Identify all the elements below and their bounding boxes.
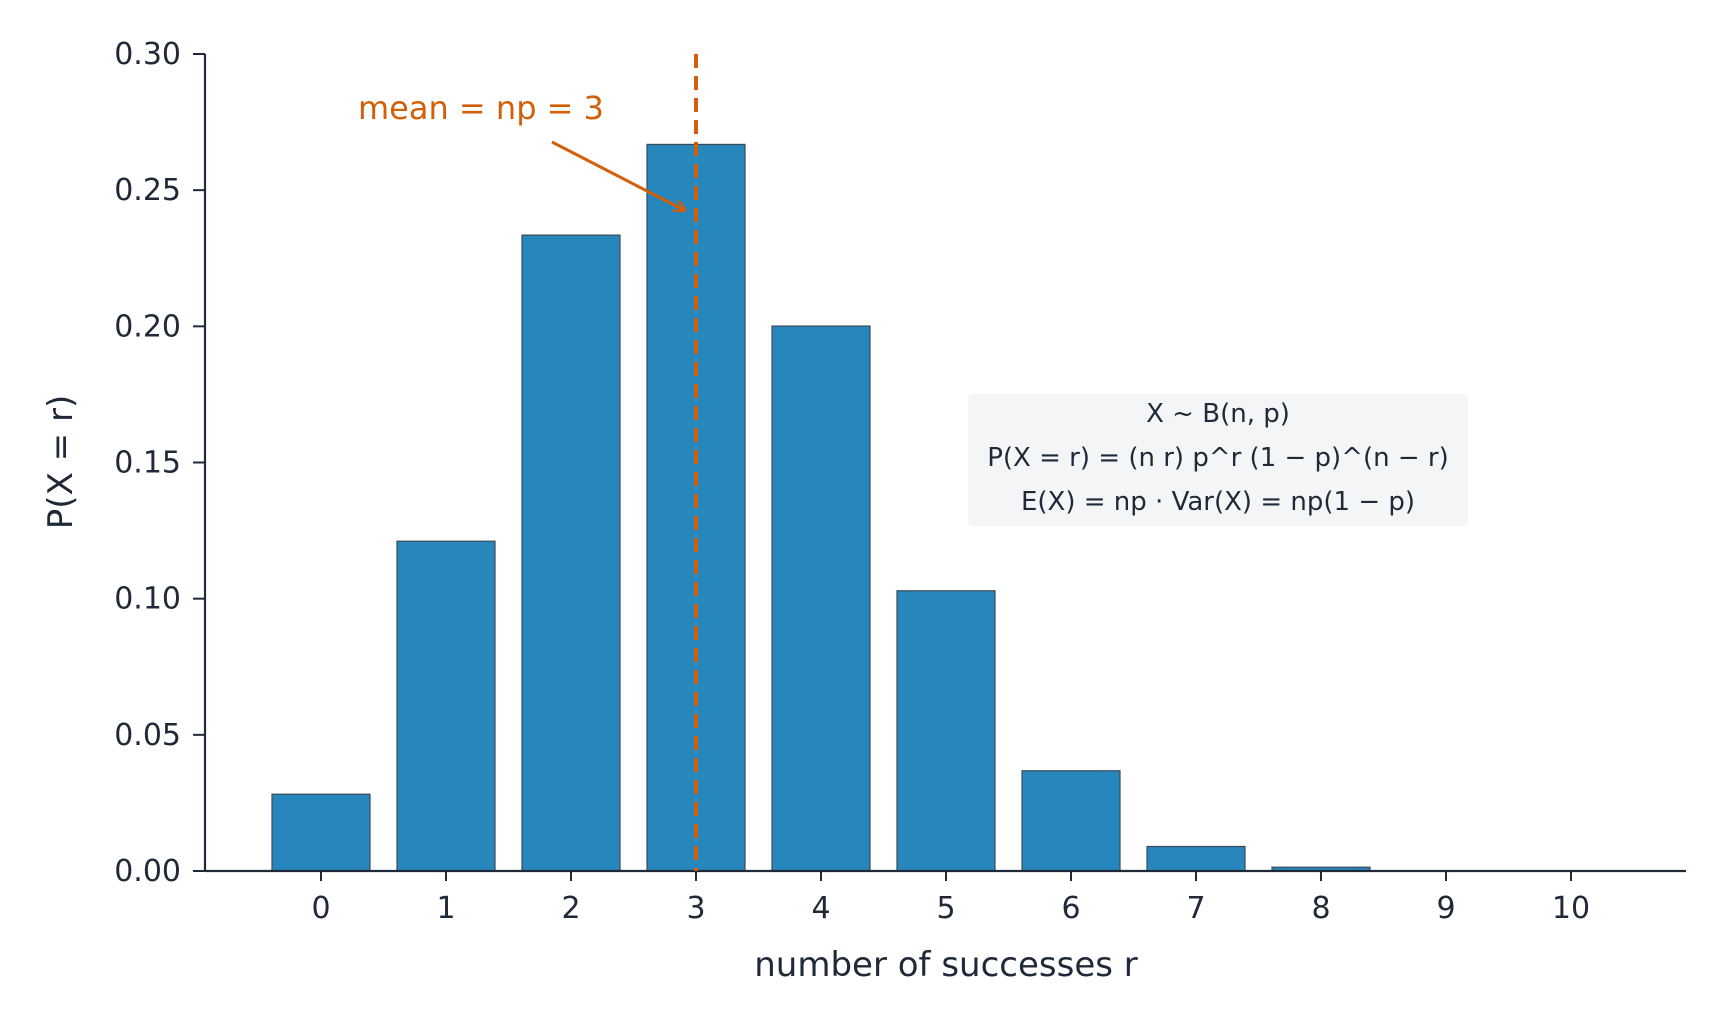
info-box-line-1: X ~ B(n, p): [1146, 399, 1290, 429]
y-tick-label: 0.15: [114, 446, 181, 481]
bar-1: [397, 541, 495, 871]
x-tick-label: 3: [686, 891, 705, 926]
y-axis-title: P(X = r): [41, 395, 81, 529]
mean-annotation-label: mean = np = 3: [358, 89, 604, 127]
y-ticks-group: 0.00 0.05 0.10 0.15 0.20 0.25 0.30: [114, 37, 205, 889]
bar-2: [522, 235, 620, 871]
x-tick-label: 5: [936, 891, 955, 926]
y-tick-label: 0.30: [114, 37, 181, 72]
x-tick-label: 9: [1436, 891, 1455, 926]
bar-0: [272, 794, 370, 871]
x-tick-label: 0: [311, 891, 330, 926]
x-tick-label: 4: [811, 891, 830, 926]
x-tick-label: 10: [1552, 891, 1590, 926]
bar-5: [897, 591, 995, 871]
bar-6: [1022, 771, 1120, 871]
x-tick-label: 8: [1311, 891, 1330, 926]
bar-7: [1147, 846, 1245, 871]
y-tick-label: 0.10: [114, 582, 181, 617]
info-box-line-2: P(X = r) = (n r) p^r (1 − p)^(n − r): [987, 443, 1449, 473]
y-tick-label: 0.20: [114, 309, 181, 344]
bar-4: [772, 326, 870, 871]
x-tick-label: 2: [561, 891, 580, 926]
x-tick-label: 7: [1186, 891, 1205, 926]
x-tick-label: 6: [1061, 891, 1080, 926]
x-axis-title: number of successes r: [754, 945, 1138, 985]
y-tick-label: 0.05: [114, 718, 181, 753]
info-box-line-3: E(X) = np · Var(X) = np(1 − p): [1021, 487, 1415, 517]
x-tick-label: 1: [436, 891, 455, 926]
y-tick-label: 0.00: [114, 854, 181, 889]
y-tick-label: 0.25: [114, 173, 181, 208]
x-ticks-group: 0 1 2 3 4 5 6 7 8 9 10: [311, 871, 1590, 926]
